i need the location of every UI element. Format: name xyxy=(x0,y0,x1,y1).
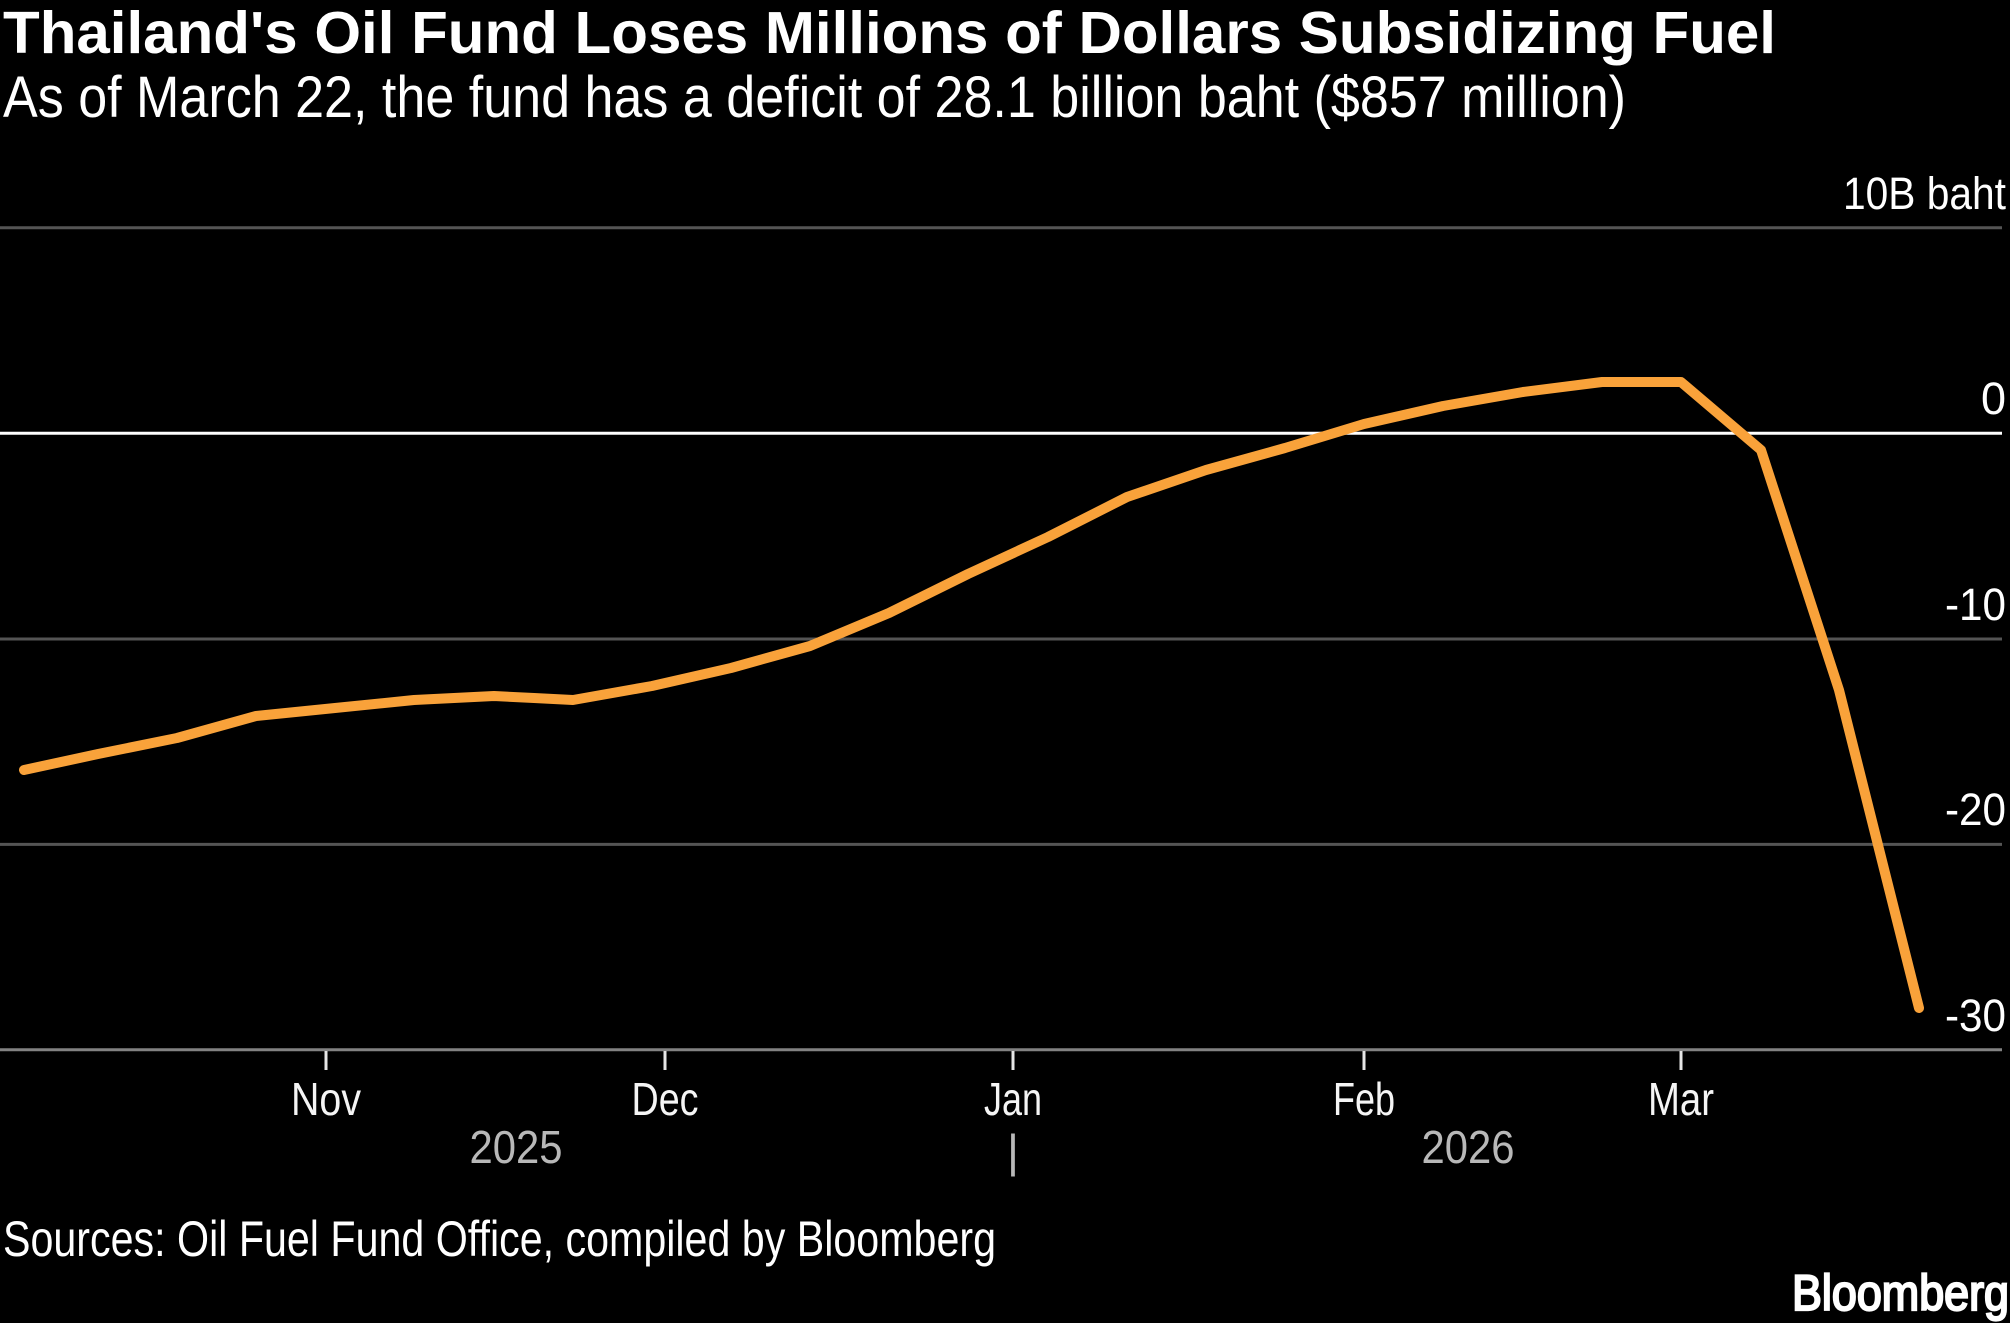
svg-text:Dec: Dec xyxy=(632,1073,699,1125)
svg-text:Mar: Mar xyxy=(1648,1073,1714,1125)
svg-text:2026: 2026 xyxy=(1422,1121,1515,1173)
svg-text:-30: -30 xyxy=(1945,990,2006,1041)
svg-text:Bloomberg: Bloomberg xyxy=(1792,1265,2009,1321)
svg-text:0: 0 xyxy=(1981,373,2006,424)
svg-text:-10: -10 xyxy=(1945,579,2006,630)
svg-text:|: | xyxy=(1007,1125,1019,1177)
svg-text:2025: 2025 xyxy=(470,1121,563,1173)
svg-text:-20: -20 xyxy=(1945,784,2006,835)
svg-text:Thailand's Oil Fund Loses Mill: Thailand's Oil Fund Loses Millions of Do… xyxy=(3,0,1776,66)
svg-text:As of March 22, the fund has a: As of March 22, the fund has a deficit o… xyxy=(3,65,1626,130)
svg-text:Feb: Feb xyxy=(1333,1073,1395,1125)
svg-text:Jan: Jan xyxy=(984,1073,1042,1125)
svg-text:Sources: Oil Fuel Fund Office,: Sources: Oil Fuel Fund Office, compiled … xyxy=(3,1211,996,1267)
svg-text:10B baht: 10B baht xyxy=(1843,168,2006,219)
svg-text:Nov: Nov xyxy=(291,1073,361,1125)
